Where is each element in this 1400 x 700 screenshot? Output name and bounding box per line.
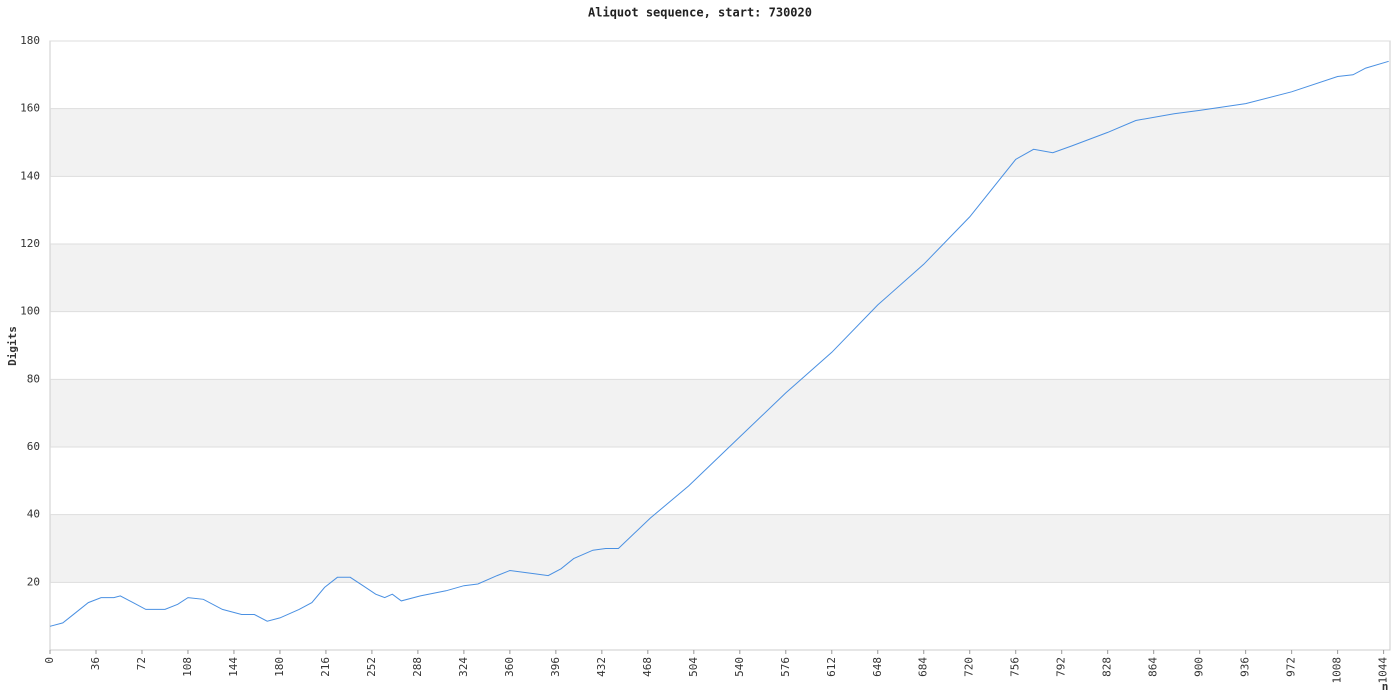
x-tick-label: 36 xyxy=(89,657,102,670)
y-tick-label: 140 xyxy=(20,169,40,182)
grid-band xyxy=(50,108,1390,177)
y-axis-label: Digits xyxy=(6,326,19,366)
x-tick-label: 684 xyxy=(917,657,930,677)
x-tick-label: 288 xyxy=(411,657,424,677)
x-tick-label: 540 xyxy=(733,657,746,677)
x-tick-label: 1044 xyxy=(1377,657,1390,684)
x-tick-label: 972 xyxy=(1285,657,1298,677)
x-tick-label: 792 xyxy=(1055,657,1068,677)
y-tick-label: 160 xyxy=(20,102,40,115)
x-tick-label: 360 xyxy=(503,657,516,677)
y-tick-label: 180 xyxy=(20,34,40,47)
x-tick-label: 864 xyxy=(1147,657,1160,677)
x-tick-label: 900 xyxy=(1193,657,1206,677)
data-line xyxy=(49,60,1389,627)
grid-band xyxy=(50,514,1390,583)
x-axis-label: n xyxy=(1382,680,1389,693)
y-tick-label: 60 xyxy=(27,440,40,453)
y-tick-label: 100 xyxy=(20,305,40,318)
x-tick-label: 108 xyxy=(181,657,194,677)
x-tick-label: 720 xyxy=(963,657,976,677)
x-tick-label: 144 xyxy=(227,657,240,677)
y-tick-label: 20 xyxy=(27,575,40,588)
x-tick-label: 396 xyxy=(549,657,562,677)
x-tick-label: 576 xyxy=(779,657,792,677)
x-tick-label: 216 xyxy=(319,657,332,677)
x-tick-label: 504 xyxy=(687,657,700,677)
x-tick-label: 828 xyxy=(1101,657,1114,677)
x-tick-label: 936 xyxy=(1239,657,1252,677)
x-tick-label: 0 xyxy=(43,657,56,664)
x-tick-label: 756 xyxy=(1009,657,1022,677)
x-tick-label: 252 xyxy=(365,657,378,677)
x-tick-label: 324 xyxy=(457,657,470,677)
x-tick-label: 72 xyxy=(135,657,148,670)
y-tick-label: 80 xyxy=(27,372,40,385)
x-tick-label: 180 xyxy=(273,657,286,677)
x-tick-label: 1008 xyxy=(1331,657,1344,684)
grid-band xyxy=(50,244,1390,312)
y-tick-label: 120 xyxy=(20,237,40,250)
x-tick-label: 612 xyxy=(825,657,838,677)
y-tick-label: 40 xyxy=(27,508,40,521)
x-tick-label: 648 xyxy=(871,657,884,677)
x-tick-label: 432 xyxy=(595,657,608,677)
x-tick-label: 468 xyxy=(641,657,654,677)
chart-title: Aliquot sequence, start: 730020 xyxy=(588,6,812,20)
grid-band xyxy=(50,379,1390,447)
